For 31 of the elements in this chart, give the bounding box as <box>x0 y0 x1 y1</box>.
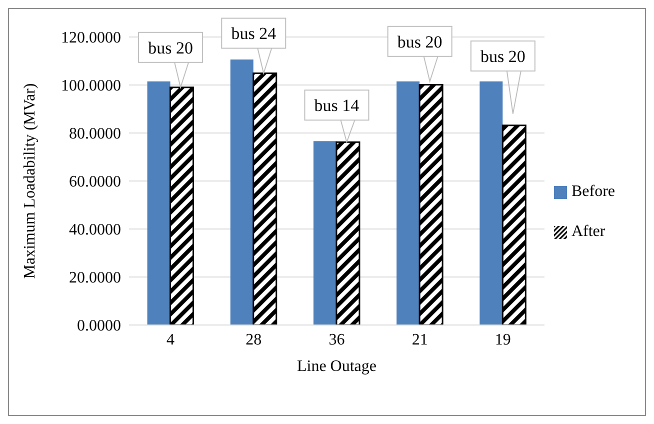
y-tick-label: 120.0000 <box>61 30 121 47</box>
bar <box>252 72 278 325</box>
annotation: bus 20 <box>397 32 442 52</box>
bar <box>502 124 526 325</box>
y-tick-label: 0.0000 <box>77 318 121 335</box>
x-tick-label: 28 <box>246 331 262 348</box>
bar <box>480 81 503 325</box>
legend-label: After <box>571 223 606 240</box>
y-axis-title: Maximum Loadability (MVar) <box>22 83 39 279</box>
bar <box>336 141 360 325</box>
x-axis-title: Line Outage <box>296 358 376 375</box>
bar <box>230 60 254 325</box>
bar <box>418 84 444 325</box>
y-tick-label: 60.0000 <box>69 174 121 191</box>
x-tick-label: 4 <box>166 331 175 348</box>
legend-label: Before <box>571 183 615 200</box>
annotation: bus 20 <box>480 47 526 66</box>
bar <box>396 81 420 325</box>
x-tick-label: 19 <box>494 331 511 348</box>
y-tick-label: 80.0000 <box>69 126 121 143</box>
y-tick-label: 20.0000 <box>69 270 121 287</box>
y-tick-label: 100.0000 <box>61 78 121 95</box>
annotation: bus 14 <box>314 96 360 116</box>
y-tick-label: 40.0000 <box>69 222 121 239</box>
bar <box>313 141 336 325</box>
bar <box>170 86 194 325</box>
x-tick-label: 36 <box>328 331 345 348</box>
annotation: bus 24 <box>231 24 277 44</box>
annotation: bus 20 <box>148 38 193 58</box>
bar <box>147 81 170 325</box>
x-tick-label: 21 <box>412 331 428 348</box>
